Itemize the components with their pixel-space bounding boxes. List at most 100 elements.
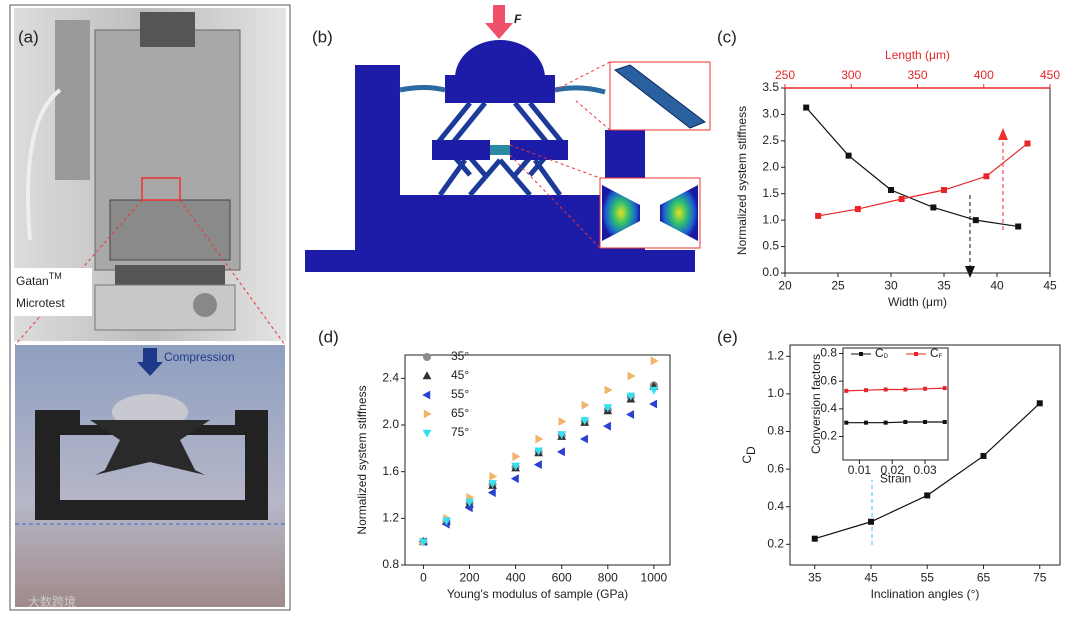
y-tick-label: 0.8 bbox=[382, 557, 399, 571]
y-axis-label: Normalized system stiffness bbox=[735, 106, 749, 255]
detail-beam bbox=[613, 64, 707, 129]
fe-dome bbox=[455, 40, 545, 78]
y-tick-label: 3.0 bbox=[762, 107, 779, 121]
trend-arrow-head bbox=[998, 128, 1008, 140]
plot-frame bbox=[789, 344, 1061, 566]
marker bbox=[649, 386, 659, 395]
marker bbox=[844, 388, 849, 393]
marker bbox=[512, 452, 521, 461]
y-tick-label: 0.8 bbox=[767, 424, 784, 438]
marker bbox=[903, 419, 908, 424]
marker bbox=[859, 352, 863, 356]
marker bbox=[863, 420, 868, 425]
brand: GatanTM bbox=[16, 271, 62, 288]
marker bbox=[533, 460, 542, 470]
marker bbox=[556, 447, 565, 457]
detail-line bbox=[509, 144, 601, 179]
y-tick-label: 3.5 bbox=[762, 80, 779, 94]
marker bbox=[650, 356, 659, 366]
marker bbox=[603, 404, 613, 413]
fe-beam bbox=[355, 195, 645, 253]
y-tick-label: 1.0 bbox=[762, 212, 779, 226]
marker bbox=[942, 386, 947, 391]
series-line bbox=[846, 387, 945, 392]
legend-label: 55° bbox=[451, 387, 469, 401]
marker bbox=[534, 447, 544, 456]
brand-text: Gatan bbox=[16, 274, 49, 288]
marker bbox=[854, 206, 861, 213]
label-box bbox=[12, 268, 92, 316]
marker bbox=[983, 173, 990, 180]
legend-label: CD bbox=[875, 346, 889, 360]
y-tick-label: 0.0 bbox=[762, 265, 779, 279]
marker bbox=[488, 480, 497, 489]
marker bbox=[626, 410, 635, 419]
panel-label: (c) bbox=[717, 27, 737, 46]
series-line bbox=[846, 421, 945, 424]
y-tick-label: 2.0 bbox=[762, 159, 779, 173]
zoom-box bbox=[141, 177, 181, 201]
y-axis-label-main: C bbox=[740, 455, 754, 464]
x2-tick-label: 450 bbox=[1040, 68, 1060, 82]
marker bbox=[1015, 223, 1022, 230]
x2-tick-label: 400 bbox=[974, 68, 994, 82]
marker bbox=[557, 431, 567, 440]
x-tick-label: 55 bbox=[921, 570, 935, 584]
legend-label: 65° bbox=[451, 406, 469, 420]
marker bbox=[923, 419, 928, 424]
x2-axis-label: Length (μm) bbox=[885, 48, 950, 62]
detail-line bbox=[574, 99, 611, 131]
y-tick-label: 0.6 bbox=[767, 461, 784, 475]
marker bbox=[972, 217, 979, 224]
x-tick-label: 65 bbox=[977, 570, 991, 584]
panel-label: (b) bbox=[312, 27, 333, 46]
fe-legs bbox=[436, 101, 564, 177]
force-label: F bbox=[514, 12, 522, 26]
fe-block bbox=[510, 140, 568, 160]
marker bbox=[604, 385, 613, 395]
marker bbox=[923, 386, 928, 391]
x2-tick-label: 300 bbox=[841, 68, 861, 82]
x-tick-label: 200 bbox=[460, 570, 480, 584]
panel-label: (e) bbox=[717, 327, 738, 346]
watermark: 大数跨境 bbox=[28, 594, 76, 609]
marker bbox=[868, 518, 874, 525]
marker bbox=[845, 152, 852, 159]
legend-label: 35° bbox=[451, 349, 469, 363]
x2-tick-label: 250 bbox=[775, 68, 795, 82]
marker bbox=[930, 204, 937, 211]
x-tick-label: 45 bbox=[1043, 278, 1057, 292]
legend-label: CF bbox=[930, 346, 943, 360]
x-tick-label: 0.03 bbox=[913, 463, 937, 477]
fe-base bbox=[305, 250, 695, 272]
x-tick-label: 75 bbox=[1033, 570, 1047, 584]
y-tick-label: 2.5 bbox=[762, 133, 779, 147]
x-axis-label: Inclination angles (°) bbox=[871, 587, 980, 601]
legend-marker bbox=[422, 371, 432, 380]
marker bbox=[487, 488, 496, 498]
x-axis-label: Young's modulus of sample (GPa) bbox=[447, 587, 628, 601]
x-tick-label: 45 bbox=[864, 570, 878, 584]
marker bbox=[465, 498, 474, 507]
marker bbox=[815, 212, 822, 219]
x-tick-label: 20 bbox=[778, 278, 792, 292]
panel-border bbox=[9, 4, 291, 611]
force-arrow bbox=[485, 5, 513, 39]
y-tick-label: 0.2 bbox=[820, 429, 837, 443]
detail-line bbox=[554, 61, 611, 91]
marker bbox=[510, 474, 519, 484]
panel-label: (d) bbox=[318, 327, 339, 346]
marker bbox=[489, 471, 498, 481]
marker bbox=[581, 400, 590, 410]
x-axis-label: Width (μm) bbox=[888, 295, 947, 309]
marker bbox=[1024, 140, 1031, 147]
marker bbox=[626, 392, 636, 401]
chart: 0.8 1.2 1.6 2.0 2.4 0 200 400 600 800 1000 Young's … bbox=[355, 349, 671, 601]
y-tick-label: 0.5 bbox=[762, 239, 779, 253]
inset-background bbox=[800, 343, 950, 480]
y-tick-label: 2.0 bbox=[382, 417, 399, 431]
marker bbox=[442, 517, 451, 526]
chart: 0.0 0.5 1.0 1.5 2.0 2.5 3.0 3.5 20 25 30 35 40 45 250 3… bbox=[735, 48, 1060, 309]
x-tick-label: 600 bbox=[552, 570, 572, 584]
